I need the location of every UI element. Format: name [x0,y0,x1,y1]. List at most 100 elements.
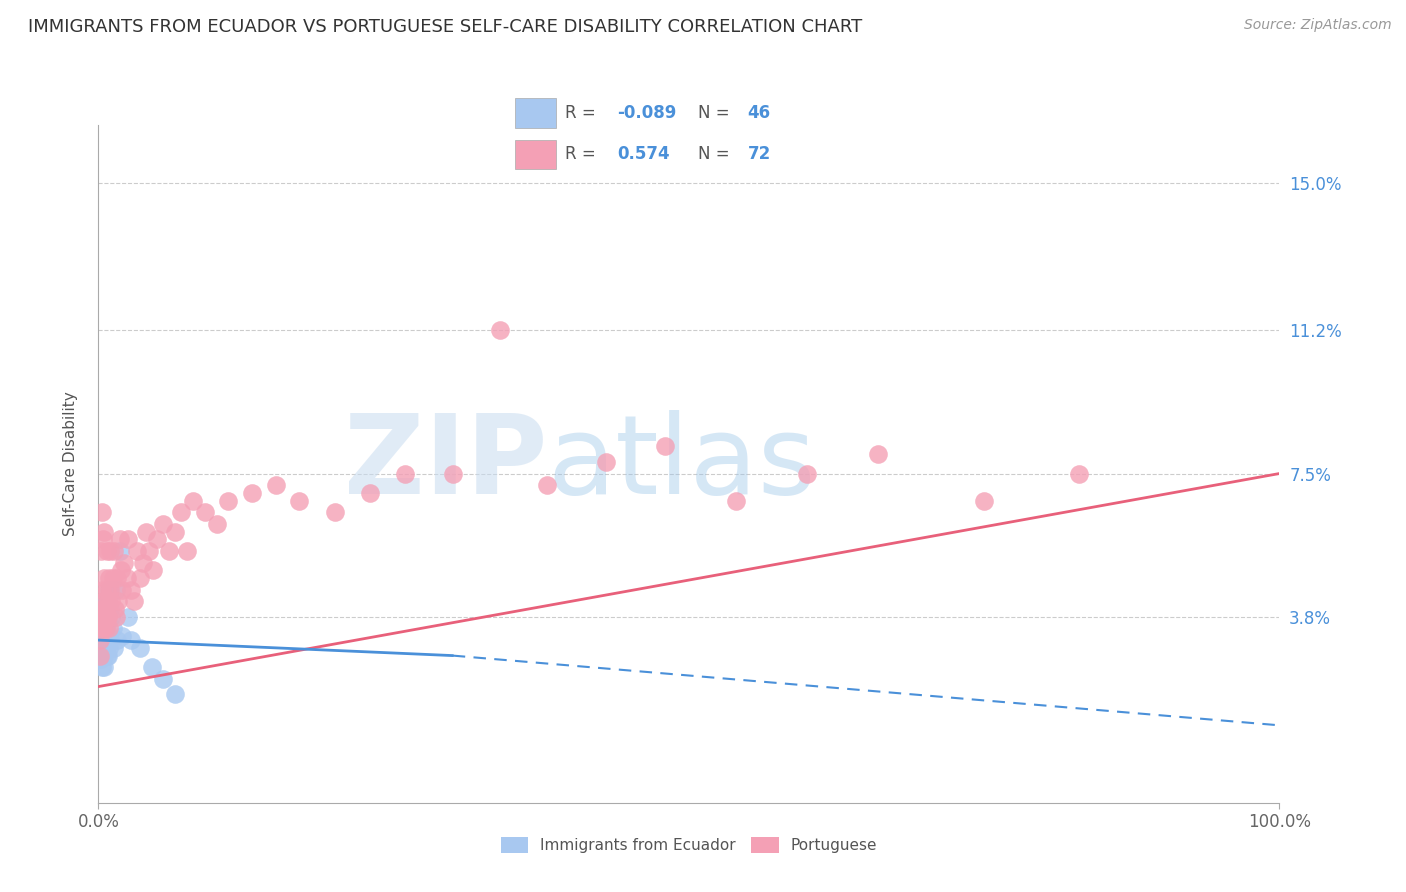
Point [101,571,124,585]
Point [725,493,748,508]
Point [91,594,114,608]
Point [89,640,111,655]
Point [100,610,122,624]
Point [96,582,118,597]
FancyBboxPatch shape [516,140,555,169]
Point [108,544,131,558]
Point [90,622,112,636]
Text: Source: ZipAtlas.com: Source: ZipAtlas.com [1244,18,1392,32]
Point [93,648,115,663]
Point [146,533,169,547]
Point [97,594,120,608]
Point [98,602,121,616]
Point [91,505,114,519]
Point [595,455,617,469]
Text: atlas: atlas [547,410,815,517]
Point [98,571,121,585]
Point [89,633,111,648]
Point [91,660,114,674]
Point [98,582,121,597]
Point [105,633,128,648]
Point [181,493,204,508]
FancyBboxPatch shape [516,98,555,128]
Text: IMMIGRANTS FROM ECUADOR VS PORTUGUESE SELF-CARE DISABILITY CORRELATION CHART: IMMIGRANTS FROM ECUADOR VS PORTUGUESE SE… [28,18,862,36]
Point [489,323,512,337]
Point [194,505,217,519]
Text: N =: N = [697,145,730,163]
Point [115,571,138,585]
Point [91,582,114,597]
Point [240,486,263,500]
Point [96,610,118,624]
Point [98,622,121,636]
Point [98,544,121,558]
Point [103,544,125,558]
Point [93,602,115,616]
Point [96,648,118,663]
Point [91,648,114,663]
Point [117,533,139,547]
Point [90,640,112,655]
Point [96,629,118,643]
Point [98,633,121,648]
Point [152,672,174,686]
Point [973,493,995,508]
Text: 0.574: 0.574 [617,145,671,163]
Point [107,594,129,608]
Point [323,505,346,519]
Point [394,467,416,481]
Point [165,524,187,539]
Point [536,478,558,492]
Point [112,556,135,570]
Point [91,622,114,636]
Point [93,571,115,585]
Point [152,516,174,531]
Point [105,571,128,585]
Point [288,493,311,508]
Point [90,610,112,624]
Point [138,544,160,558]
Point [157,544,180,558]
Point [97,648,120,663]
Point [104,602,127,616]
Point [91,533,114,547]
Point [111,582,134,597]
Point [103,640,125,655]
Point [90,625,112,640]
Point [105,582,128,597]
Point [110,563,132,577]
Point [105,610,128,624]
Point [142,563,165,577]
Point [111,629,134,643]
Point [97,594,120,608]
Point [100,594,122,608]
Point [94,622,117,636]
Point [91,648,114,663]
Point [217,493,239,508]
Point [89,648,111,663]
Point [132,556,155,570]
Point [93,610,115,624]
Point [165,687,187,701]
Point [101,622,124,636]
Point [94,602,117,616]
Point [264,478,287,492]
Point [91,640,114,655]
Text: R =: R = [565,104,596,122]
Point [90,617,112,632]
Point [91,629,114,643]
Point [128,571,150,585]
Point [796,467,818,481]
Point [96,610,118,624]
Point [127,544,149,558]
Point [96,544,118,558]
Point [91,610,114,624]
Point [121,633,143,648]
Point [91,633,114,648]
Point [97,633,120,648]
Point [359,486,381,500]
Point [91,622,114,636]
Point [91,629,114,643]
Point [117,610,139,624]
Point [91,622,114,636]
